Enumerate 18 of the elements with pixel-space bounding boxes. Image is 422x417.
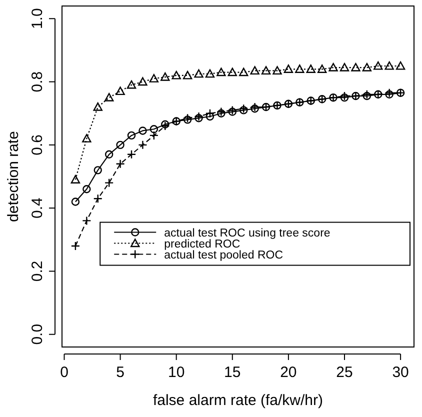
y-tick-label: 0.6 [29, 134, 46, 156]
y-tick-label: 0.8 [29, 71, 46, 92]
x-tick-label: 10 [168, 364, 185, 381]
y-tick-label: 1.0 [29, 8, 46, 30]
x-tick-label: 0 [60, 364, 68, 381]
legend-label: actual test pooled ROC [164, 249, 284, 262]
y-tick-label: 0.4 [29, 198, 46, 219]
x-tick-label: 5 [116, 364, 124, 381]
y-tick-label: 0.0 [29, 324, 46, 345]
x-tick-label: 25 [336, 364, 353, 381]
y-tick-label: 0.2 [29, 260, 46, 282]
y-axis-title: detection rate [5, 131, 22, 222]
x-tick-label: 30 [392, 364, 409, 381]
x-axis-title: false alarm rate (fa/kw/hr) [152, 392, 324, 409]
legend-label: actual test ROC using tree score [164, 227, 330, 240]
x-tick-label: 15 [224, 364, 241, 381]
legend-label: predicted ROC [164, 238, 240, 250]
x-tick-label: 20 [280, 364, 297, 381]
